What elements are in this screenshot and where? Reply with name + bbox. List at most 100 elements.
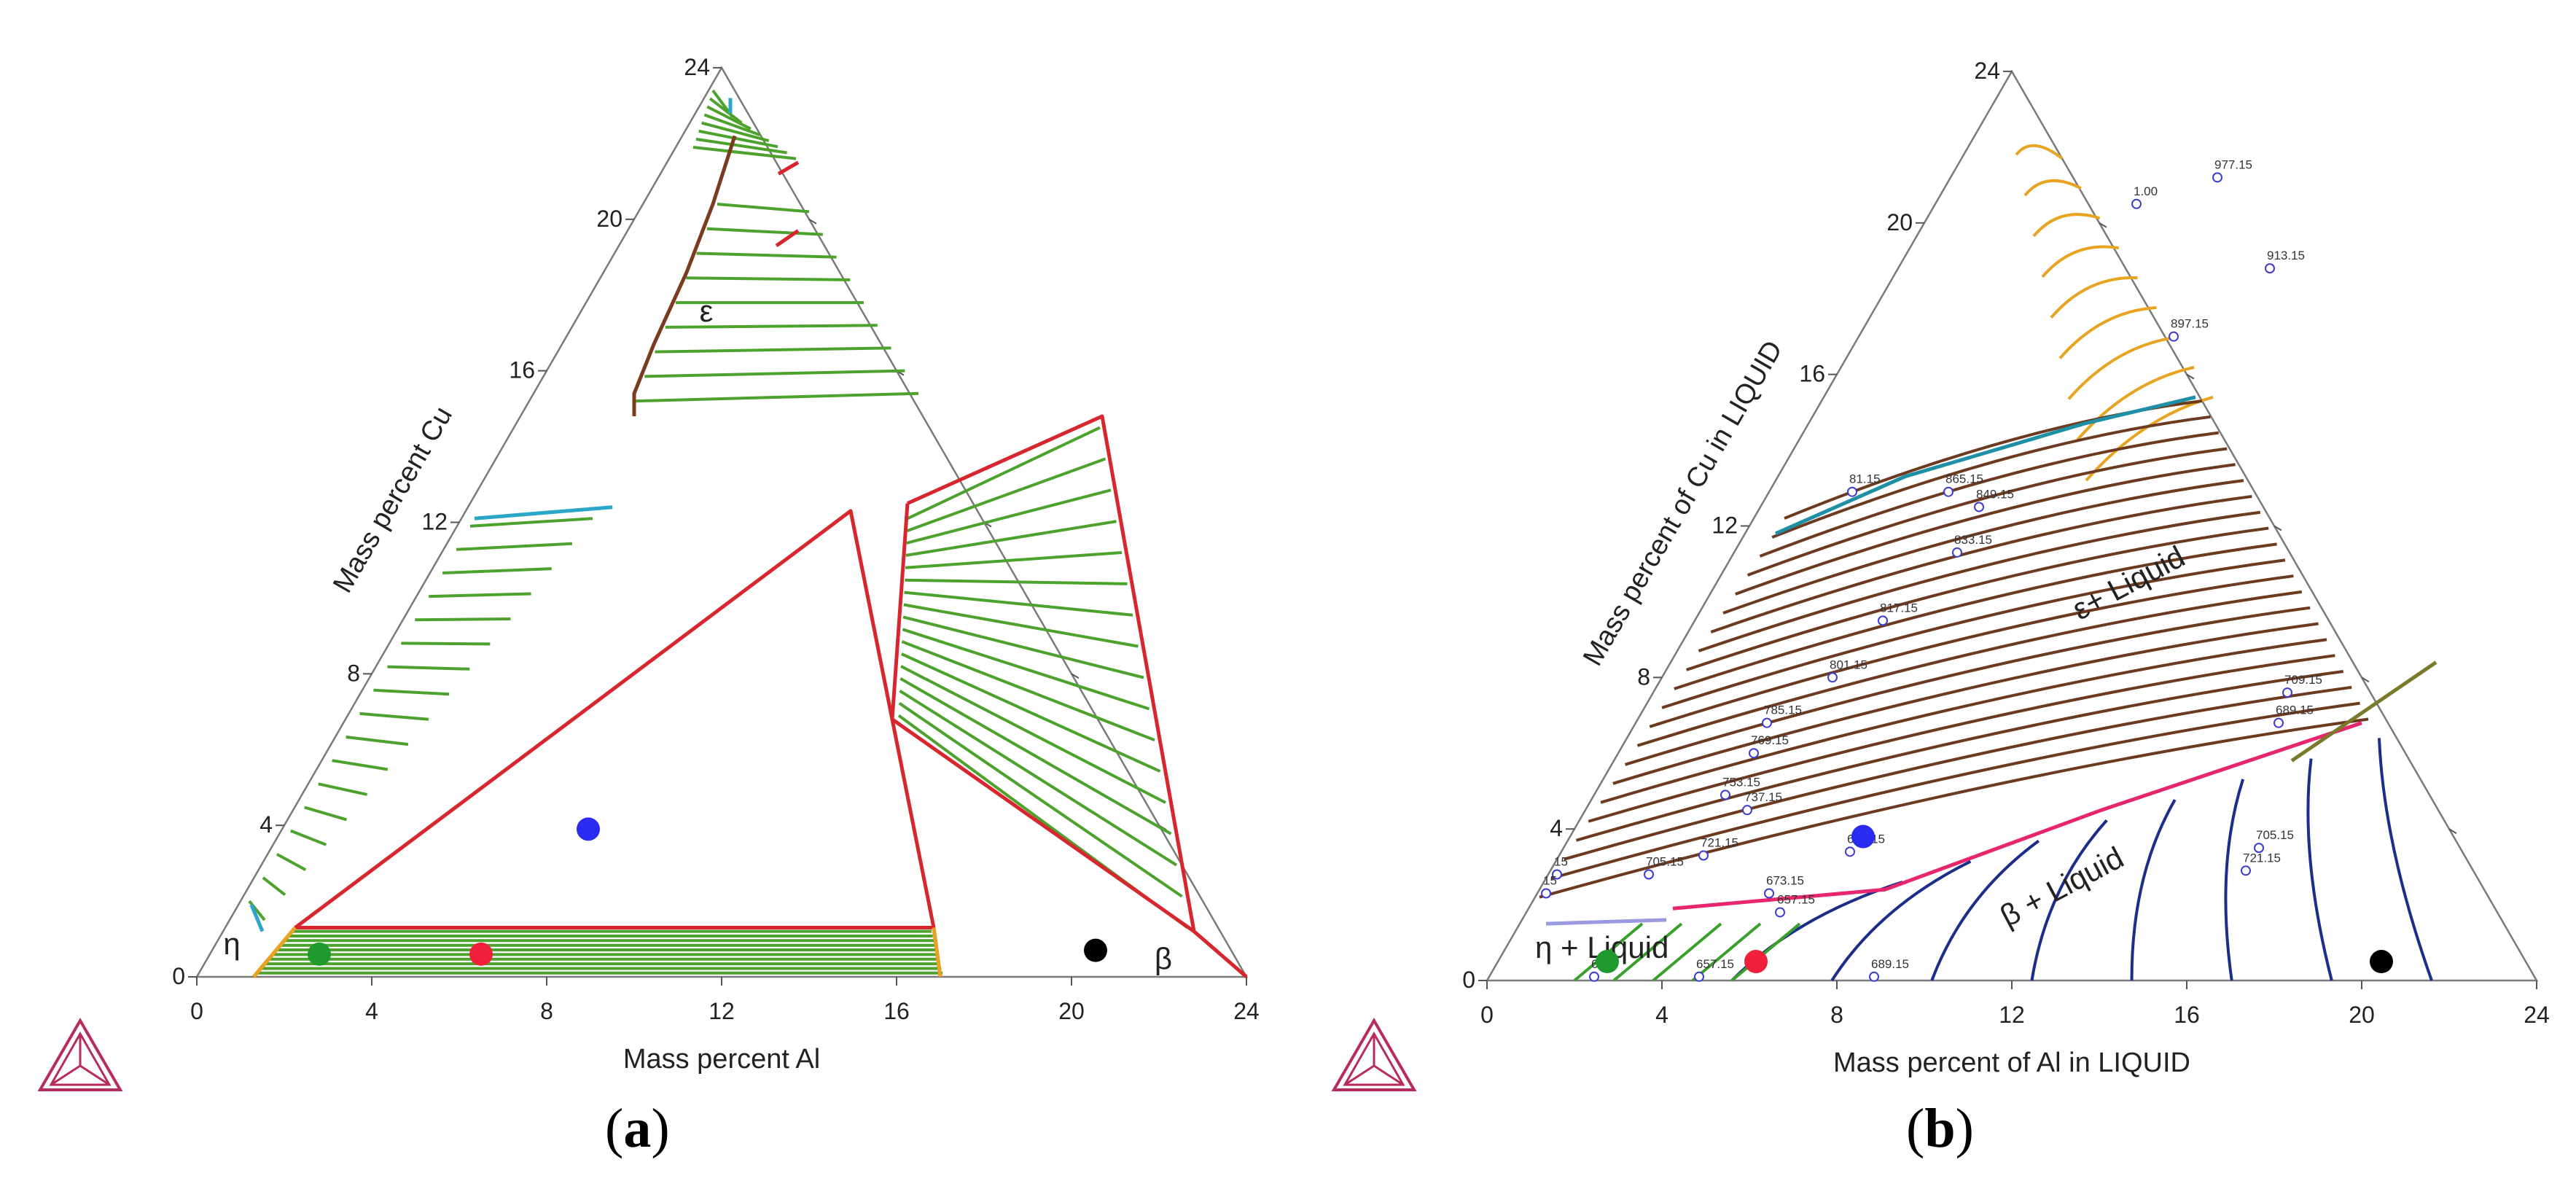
- x-tick-label: 12: [709, 998, 735, 1024]
- x-tick-label: 0: [1480, 1002, 1494, 1028]
- isotherm: [1746, 447, 2228, 577]
- caption-b: (b): [1906, 1098, 1974, 1159]
- tie-line: [900, 665, 1166, 804]
- isotherm-label: 817.15: [1880, 601, 1918, 615]
- region-label: β + Liquid: [1994, 840, 2129, 933]
- isotherm-label: 785.15: [1764, 703, 1802, 717]
- isotherm: [1661, 558, 2286, 709]
- isotherm-label: 897.15: [2171, 317, 2209, 331]
- phase-boundary: [1193, 929, 1248, 978]
- isotherm-label: 657.15: [1696, 957, 1734, 971]
- tie-line: [442, 567, 552, 574]
- phase-boundary: [2290, 660, 2438, 763]
- isotherm: [1930, 839, 2040, 981]
- tie-line: [717, 203, 810, 214]
- isotherm-label: 801.15: [1830, 658, 1867, 671]
- isotherm: [2030, 819, 2108, 981]
- tie-line: [655, 346, 891, 354]
- composition-marker: [1084, 938, 1107, 962]
- logo-spokes: [1344, 1034, 1404, 1086]
- isotherm: [1588, 654, 2335, 823]
- isotherm: [1722, 479, 2244, 615]
- isotherm-label: 81.15: [1849, 472, 1881, 486]
- tie-line: [698, 129, 778, 149]
- phase-boundary: [249, 904, 265, 932]
- isotherm: [2058, 306, 2157, 359]
- isotherm-node: [2282, 687, 2292, 698]
- isotherm-label: 913.15: [2267, 249, 2305, 262]
- tie-line: [902, 628, 1150, 711]
- isotherm-label: 849.15: [1976, 487, 2014, 501]
- isotherm: [2076, 365, 2195, 441]
- thermo-calc-logo-icon: [1331, 1018, 1417, 1091]
- isotherm-label: 689.15: [2276, 703, 2314, 717]
- ternary-panel-a: 0 4 8 12 16 20 24 0 4 8 12 16 20 24 Mass percent Al Mas…: [172, 54, 1260, 1075]
- isotherm-node: [1878, 615, 1888, 626]
- isotherm: [1612, 622, 2319, 785]
- y-axis-title: Mass percent Cu: [327, 402, 458, 598]
- tie-line: [686, 276, 851, 281]
- isotherm: [1625, 606, 2311, 766]
- y-tick-label: 0: [1462, 967, 1475, 993]
- isotherm: [1730, 922, 1801, 982]
- phase-label: η: [223, 927, 240, 961]
- y-tick-label: 20: [596, 206, 622, 232]
- tie-line: [905, 488, 1112, 545]
- isotherm-label: 15: [1554, 855, 1568, 869]
- y-tick-label: 12: [1712, 512, 1738, 538]
- phase-label: β: [1155, 942, 1172, 976]
- y-tick-label: 8: [1637, 663, 1650, 690]
- caption-a: (a): [605, 1098, 670, 1159]
- tie-line: [304, 806, 348, 822]
- y-tick-label: 8: [347, 660, 360, 686]
- tie-line: [695, 137, 787, 155]
- isotherm: [1612, 922, 1683, 982]
- tie-line: [332, 759, 389, 771]
- right-edge-tick: [808, 218, 817, 225]
- logo-inner-triangle: [1343, 1031, 1405, 1086]
- phase-boundary: [1774, 395, 2196, 536]
- isotherm: [2032, 213, 2101, 238]
- tie-line: [701, 121, 770, 143]
- tie-line: [703, 113, 760, 136]
- tie-line: [898, 701, 1183, 898]
- isotherm: [1649, 574, 2294, 728]
- tie-line: [904, 590, 1133, 617]
- logo-spokes: [50, 1034, 110, 1086]
- isotherm-node: [1827, 672, 1838, 683]
- x-tick-label: 4: [1655, 1002, 1668, 1028]
- isotherm-label: 721.15: [1701, 836, 1738, 850]
- isotherm-label: 737.15: [1744, 790, 1782, 804]
- isotherm-node: [1698, 850, 1709, 861]
- phase-label: ε: [700, 294, 714, 328]
- right-edge-tick: [2273, 525, 2282, 531]
- y-tick-label: 4: [1550, 815, 1563, 841]
- isotherm-node: [1847, 486, 1857, 497]
- isotherm: [2041, 245, 2119, 278]
- tie-line: [899, 677, 1172, 835]
- isotherm-node: [2265, 263, 2275, 274]
- y-tick-label: 0: [172, 963, 185, 989]
- x-tick-label: 24: [1233, 998, 1260, 1024]
- y-tick-label: 12: [421, 508, 448, 534]
- phase-boundary: [1672, 721, 2362, 911]
- phase-boundary: [294, 509, 936, 929]
- tie-line: [373, 688, 450, 696]
- isotherm-label: 865.15: [1945, 472, 1983, 486]
- isotherm: [1759, 431, 2220, 558]
- isotherm-node: [2254, 843, 2264, 854]
- tie-line: [248, 900, 266, 921]
- right-edge-tick: [1071, 673, 1080, 679]
- composition-marker: [1744, 950, 1768, 974]
- phase-boundary: [1545, 918, 1667, 926]
- tie-line: [706, 105, 752, 130]
- y-tick-label: 24: [684, 54, 710, 80]
- isotherm: [2306, 758, 2333, 981]
- isotherm-node: [2131, 198, 2142, 209]
- x-tick-label: 20: [2349, 1002, 2375, 1028]
- tie-line: [644, 369, 905, 378]
- isotherm: [1698, 510, 2261, 652]
- composition-marker: [308, 942, 331, 966]
- isotherm-node: [1869, 971, 1879, 982]
